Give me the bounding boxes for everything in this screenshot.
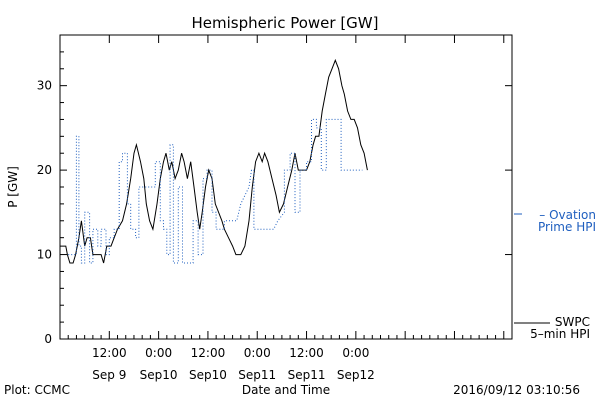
x-tick-time-label: 0:00 [342,346,369,360]
legend-swpc-label: 5–min HPI [530,327,590,341]
y-tick-label: 10 [37,248,52,262]
y-axis-ticks: 0 10 20 30 [37,34,512,346]
series-layer [60,58,368,264]
x-tick-time-label: 12:00 [92,346,127,360]
chart-title: Hemispheric Power [GW] [192,14,379,32]
x-tick-date-label: Sep10 [140,368,178,382]
footer-left: Plot: CCMC [4,383,70,397]
x-axis-label: Date and Time [242,383,330,397]
x-axis-ticks: 12:00 Sep 9 0:00 Sep10 12:00 Sep10 0:00 Sep11 12… [67,35,505,382]
x-tick-date-label: Sep 9 [92,368,126,382]
x-tick-time-label: 0:00 [145,346,172,360]
x-tick-date-label: Sep10 [189,368,227,382]
x-tick-time-label: 12:00 [289,346,324,360]
x-tick-time-label: 12:00 [191,346,226,360]
x-tick-date-label: Sep12 [337,368,375,382]
legend-ovation-label: – Ovation [539,208,596,222]
series-line-swpc [60,58,368,264]
y-axis-label: P [GW] [6,166,20,208]
y-tick-label: 30 [37,79,52,93]
x-tick-date-label: Sep11 [238,368,276,382]
x-tick-date-label: Sep11 [288,368,326,382]
x-tick-time-label: 0:00 [244,346,271,360]
legend-swpc-label: SWPC [555,315,590,329]
footer-right: 2016/09/12 03:10:56 [453,383,580,397]
legend-ovation-label: Prime HPI [538,220,596,234]
y-tick-label: 20 [37,163,52,177]
y-tick-label: 0 [44,332,52,346]
